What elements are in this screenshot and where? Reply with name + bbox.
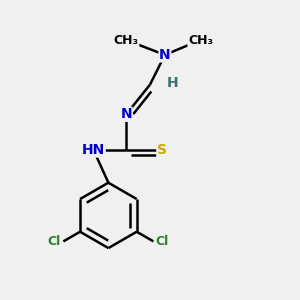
Text: N: N <box>159 48 171 62</box>
Text: HN: HN <box>82 143 105 157</box>
Text: Cl: Cl <box>48 235 61 248</box>
Text: H: H <box>167 76 178 90</box>
Text: N: N <box>120 107 132 121</box>
Text: CH₃: CH₃ <box>114 34 139 46</box>
Text: S: S <box>157 143 167 157</box>
Text: Cl: Cl <box>156 235 169 248</box>
Text: CH₃: CH₃ <box>188 34 213 46</box>
